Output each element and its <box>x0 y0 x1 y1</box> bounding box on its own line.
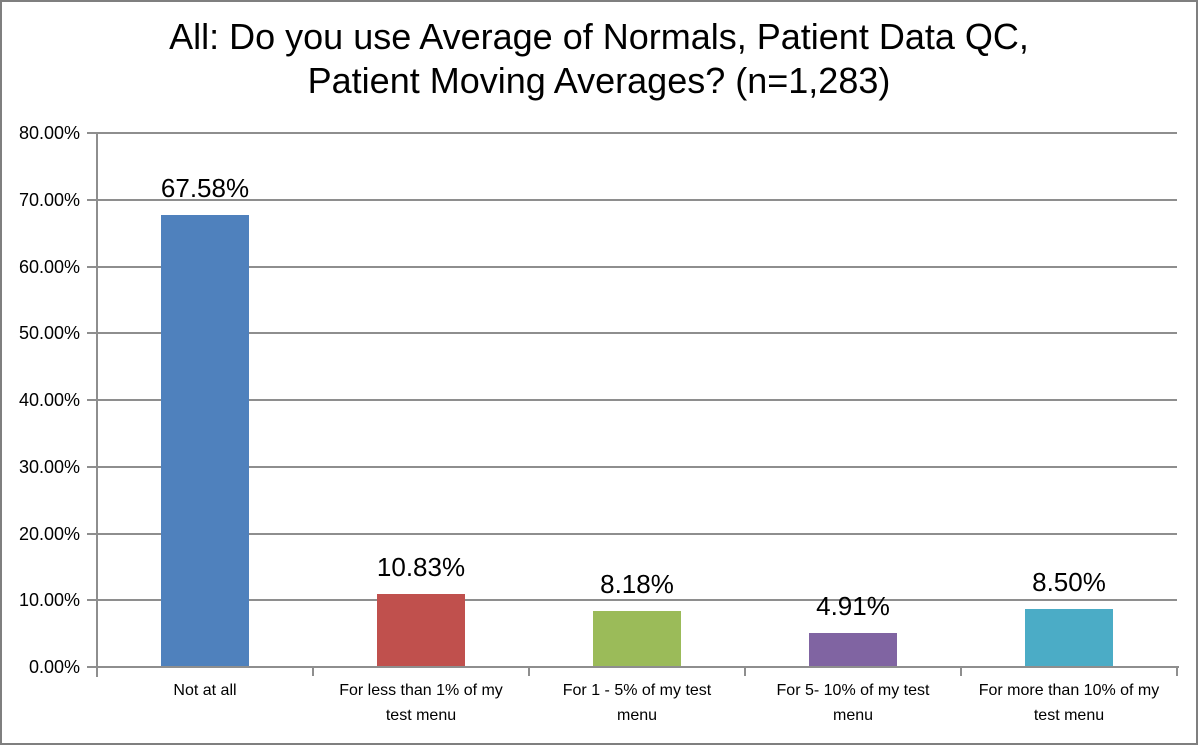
chart-title: All: Do you use Average of Normals, Pati… <box>2 15 1196 103</box>
bar <box>161 214 249 666</box>
gridline <box>97 533 1177 535</box>
x-axis-tick <box>528 666 530 676</box>
x-axis-category-label: Not at all <box>97 678 313 703</box>
bar <box>1025 609 1113 666</box>
gridline <box>97 399 1177 401</box>
y-axis-tick <box>87 666 97 668</box>
gridline <box>97 466 1177 468</box>
y-axis-tick <box>87 132 97 134</box>
x-axis-line <box>96 666 1179 668</box>
bar-value-label: 10.83% <box>376 551 466 582</box>
y-axis-tick-label: 30.00% <box>18 457 80 477</box>
y-axis-tick <box>87 599 97 601</box>
x-axis-category-text: For 5- 10% of my test menu <box>776 682 930 724</box>
y-axis-tick-label: 80.00% <box>18 123 80 143</box>
bar-value-label: 8.50% <box>1032 567 1106 598</box>
x-axis-category-text: For more than 10% of my test menu <box>978 682 1160 724</box>
bar-value-label: 67.58% <box>160 172 250 203</box>
x-axis-category-text: For less than 1% of my test menu <box>339 682 503 724</box>
x-axis-category-label: For 5- 10% of my test menu <box>745 678 961 728</box>
x-axis-category-label: For less than 1% of my test menu <box>313 678 529 728</box>
x-axis-tick <box>1176 666 1178 676</box>
gridline <box>97 266 1177 268</box>
y-axis-tick-label: 50.00% <box>18 323 80 343</box>
bar <box>377 593 465 666</box>
y-axis-tick-label: 20.00% <box>18 524 80 544</box>
bar-value-label: 4.91% <box>816 591 890 622</box>
gridline <box>97 332 1177 334</box>
gridline <box>97 132 1177 134</box>
bar <box>593 611 681 666</box>
y-axis-tick <box>87 533 97 535</box>
y-axis-tick <box>87 332 97 334</box>
y-axis-tick-label: 40.00% <box>18 390 80 410</box>
y-axis-tick-label: 60.00% <box>18 257 80 277</box>
y-axis-tick-label: 0.00% <box>28 657 80 677</box>
x-axis-tick <box>312 666 314 676</box>
x-axis-tick <box>744 666 746 676</box>
y-axis-tick <box>87 466 97 468</box>
x-axis-category-label: For 1 - 5% of my test menu <box>529 678 745 728</box>
y-axis-tick <box>87 266 97 268</box>
chart-title-line-2: Patient Moving Averages? (n=1,283) <box>307 60 891 101</box>
x-axis-tick <box>96 666 98 676</box>
y-axis-line <box>96 132 98 677</box>
gridline <box>97 599 1177 601</box>
x-axis-category-text: Not at all <box>173 682 237 699</box>
x-axis-tick <box>960 666 962 676</box>
bar-value-label: 8.18% <box>600 569 674 600</box>
x-axis-category-text: For 1 - 5% of my test menu <box>562 682 712 724</box>
gridline <box>97 199 1177 201</box>
y-axis-tick <box>87 199 97 201</box>
y-axis-tick <box>87 399 97 401</box>
bar <box>809 633 897 666</box>
x-axis-category-label: For more than 10% of my test menu <box>961 678 1177 728</box>
y-axis-tick-label: 10.00% <box>18 590 80 610</box>
y-axis-tick-label: 70.00% <box>18 190 80 210</box>
chart-title-line-1: All: Do you use Average of Normals, Pati… <box>169 16 1029 57</box>
